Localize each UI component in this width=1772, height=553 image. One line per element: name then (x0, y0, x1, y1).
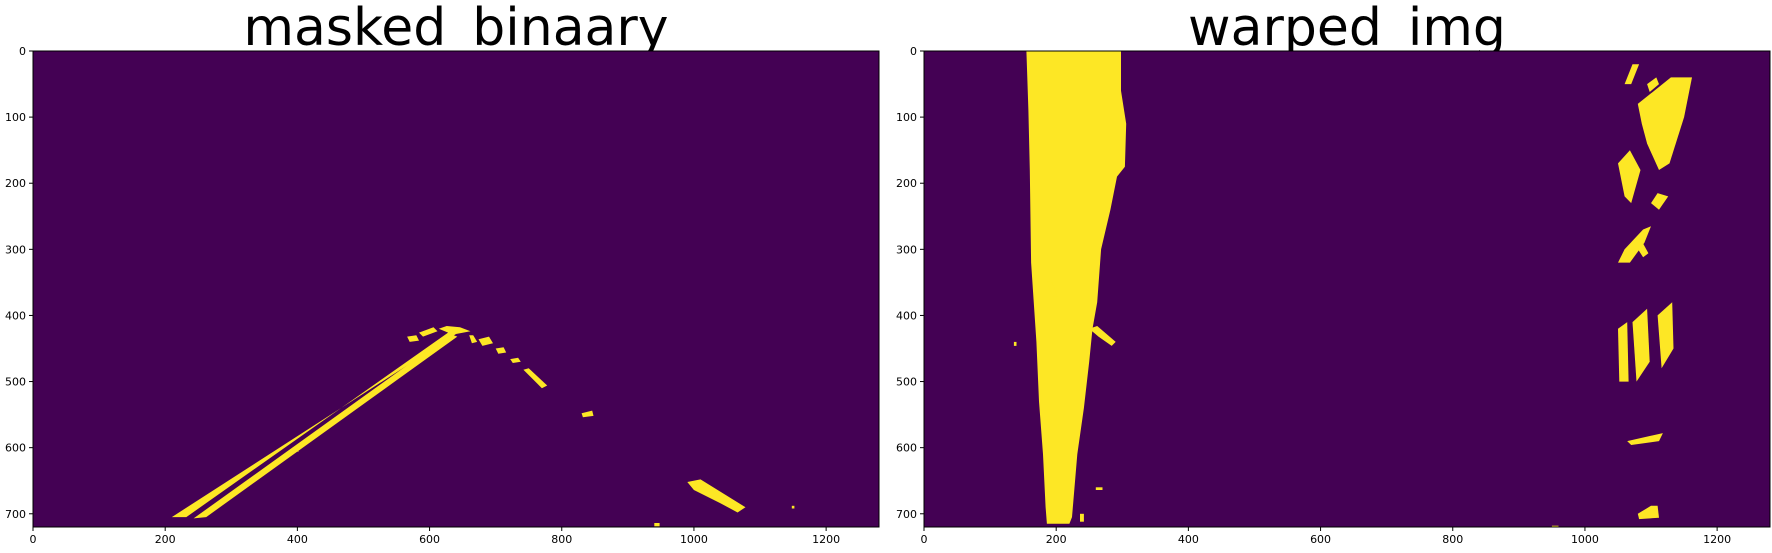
x-tick-label: 800 (551, 533, 572, 546)
x-tick-label: 1000 (680, 533, 708, 546)
pixel-region-10 (1618, 226, 1651, 263)
axes-frame (32, 50, 880, 528)
y-tick-label: 600 (896, 442, 917, 455)
pixel-region-2 (193, 334, 458, 519)
pixel-region-5 (1624, 64, 1640, 85)
image-features (1013, 51, 1692, 527)
pixel-region-13 (1632, 308, 1650, 382)
x-tick-label: 1200 (1703, 533, 1731, 546)
pixel-region-3 (419, 327, 438, 337)
pixel-region-8 (1618, 150, 1641, 204)
pixel-region-6 (495, 347, 507, 354)
pixel-region-1 (171, 326, 471, 518)
pixel-region-12 (1618, 322, 1629, 382)
pixel-region-11 (469, 335, 478, 344)
y-tick-label: 400 (5, 309, 26, 322)
x-tick-label: 800 (1442, 533, 1463, 546)
pixel-region-12 (292, 447, 299, 452)
image-features (171, 326, 795, 527)
chart-title: warped_img (1188, 0, 1506, 58)
y-tick-label: 200 (5, 177, 26, 190)
pixel-region-14 (791, 505, 795, 509)
y-tick-label: 100 (896, 111, 917, 124)
pixel-region-7 (1637, 77, 1692, 170)
y-tick-label: 300 (5, 243, 26, 256)
image-background (33, 51, 879, 527)
pixel-region-3 (1046, 281, 1058, 297)
pixel-region-19 (1080, 513, 1084, 522)
pixel-region-6 (1647, 77, 1659, 92)
y-tick-label: 0 (910, 45, 917, 58)
chart-title: masked_binaary (243, 0, 668, 58)
y-tick-label: 0 (19, 45, 26, 58)
x-tick-label: 200 (155, 533, 176, 546)
pixel-region-7 (510, 357, 521, 363)
y-tick-label: 700 (5, 508, 26, 521)
x-tick-label: 1200 (812, 533, 840, 546)
x-tick-label: 400 (287, 533, 308, 546)
x-tick-label: 0 (921, 533, 928, 546)
pixel-region-14 (1657, 302, 1674, 369)
pixel-region-1 (1026, 51, 1127, 524)
pixel-region-16 (1637, 505, 1659, 520)
pixel-region-5 (478, 336, 493, 346)
pixel-region-8 (523, 368, 548, 389)
x-tick-label: 1000 (1571, 533, 1599, 546)
x-tick-label: 600 (419, 533, 440, 546)
y-tick-label: 200 (896, 177, 917, 190)
y-tick-label: 100 (5, 111, 26, 124)
x-tick-label: 600 (1310, 533, 1331, 546)
y-tick-label: 500 (5, 376, 26, 389)
pixel-region-15 (1627, 433, 1663, 445)
pixel-region-11 (1633, 238, 1649, 258)
axes-frame (923, 50, 1771, 528)
y-tick-label: 700 (896, 508, 917, 521)
x-tick-label: 0 (30, 533, 37, 546)
pixel-region-4 (1013, 341, 1017, 346)
x-tick-label: 200 (1046, 533, 1067, 546)
pixel-region-10 (687, 479, 746, 513)
pixel-region-18 (1095, 487, 1103, 490)
pixel-region-4 (407, 335, 419, 342)
pixel-region-9 (581, 410, 594, 418)
pixel-region-13 (654, 523, 660, 527)
pixel-region-9 (1651, 193, 1669, 210)
y-tick-label: 500 (896, 376, 917, 389)
chart-panel-1: masked_binaary 0 200 400 600 800 1000 1200 0 100 2… (5, 0, 880, 546)
x-tick-label: 400 (1178, 533, 1199, 546)
chart-panel-2: warped_img 0 200 400 600 800 1000 1200 0 100 200 30… (896, 0, 1771, 546)
pixel-region-2 (1089, 326, 1116, 346)
y-tick-label: 300 (896, 243, 917, 256)
y-tick-label: 400 (896, 309, 917, 322)
y-tick-label: 600 (5, 442, 26, 455)
